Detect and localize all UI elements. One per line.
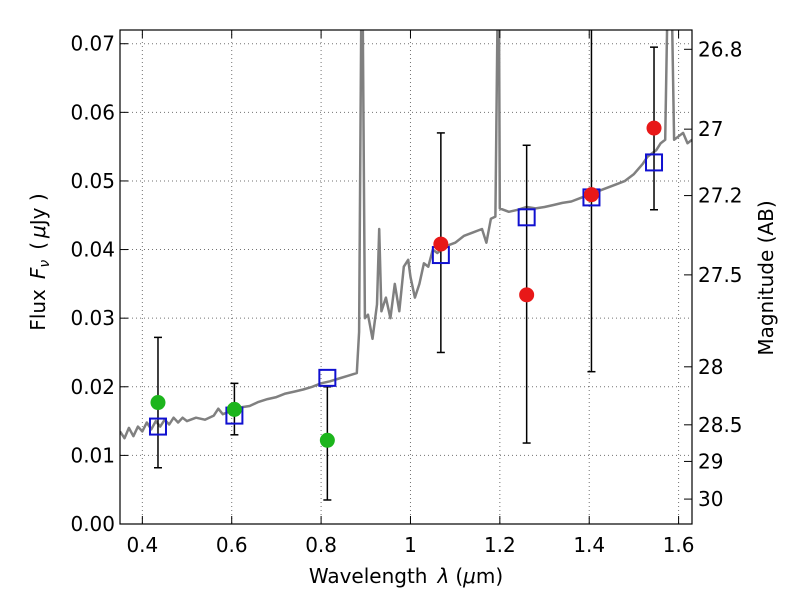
- model-spectrum-line: [120, 30, 692, 440]
- observed-flux-point: [150, 395, 166, 411]
- model-photometry-square: [318, 368, 337, 387]
- ticks-layer: 0.4 0.6 0.8 1 1.2 1.4 1.6 0.00 0.01 0.02 0.03 0.04 0…: [70, 30, 743, 557]
- y2-tick-label: 28.5: [698, 413, 743, 437]
- plot-frame: [119, 29, 693, 525]
- y-axis-title-mu: μ: [26, 225, 50, 239]
- x-tick-label: 0.8: [305, 533, 337, 557]
- y-axis-title-unit-post: Jy ): [26, 193, 50, 227]
- observed-flux-point: [319, 432, 335, 448]
- errorbars-layer: [153, 30, 659, 501]
- y-tick-label: 0.04: [70, 238, 115, 262]
- model-photometry-square: [517, 208, 536, 227]
- y2-tick-label: 27.5: [698, 263, 743, 287]
- x-axis-title-unit-post: m): [476, 564, 503, 588]
- y-tick-label: 0.07: [70, 32, 115, 56]
- y-axis-title-unit-pre: (: [26, 242, 50, 250]
- y-tick-label: 0.02: [70, 375, 115, 399]
- y2-tick-label: 26.8: [698, 37, 743, 61]
- y2-tick-label: 27.2: [698, 184, 743, 208]
- y2-tick-label: 27: [698, 117, 723, 141]
- y2-axis-title: Magnitude (AB): [754, 200, 778, 355]
- x-tick-label: 1.2: [484, 533, 516, 557]
- y2-tick-label: 30: [698, 487, 723, 511]
- x-tick-label: 1.6: [663, 533, 695, 557]
- x-axis-title-pre: Wavelength: [309, 564, 428, 588]
- x-axis-title-unit-pre: (: [455, 564, 463, 588]
- y2-tick-label: 28: [698, 355, 723, 379]
- y-axis-title-sub: ν: [37, 260, 53, 268]
- points-layer: [148, 120, 664, 448]
- x-tick-label: 0.6: [216, 533, 248, 557]
- y-tick-label: 0.06: [70, 100, 115, 124]
- observed-flux-point: [519, 287, 535, 303]
- model-photometry-square: [645, 153, 664, 172]
- y-axis-title: Flux Fν ( μJy ): [26, 193, 53, 330]
- y2-tick-label: 29: [698, 449, 723, 473]
- observed-flux-point: [646, 120, 662, 136]
- x-tick-label: 1: [404, 533, 417, 557]
- grid: [120, 30, 692, 525]
- x-axis-title-mu: μ: [462, 564, 476, 588]
- x-axis-title: Wavelength λ (μm): [309, 564, 503, 588]
- observed-flux-point: [433, 236, 449, 252]
- observed-flux-point: [583, 187, 599, 203]
- y-tick-label: 0.05: [70, 169, 115, 193]
- x-axis-title-var: λ: [436, 564, 449, 588]
- y-tick-label: 0.03: [70, 306, 115, 330]
- x-tick-label: 0.4: [126, 533, 158, 557]
- y-tick-label: 0.00: [70, 512, 115, 536]
- observed-flux-point: [226, 401, 242, 417]
- y-axis-title-pre: Flux: [26, 289, 50, 331]
- y-tick-label: 0.01: [70, 443, 115, 467]
- model-spectrum-layer: [120, 30, 692, 440]
- model-photometry-square: [148, 417, 167, 436]
- x-tick-label: 1.4: [573, 533, 605, 557]
- y-axis-title-var: F: [26, 267, 50, 279]
